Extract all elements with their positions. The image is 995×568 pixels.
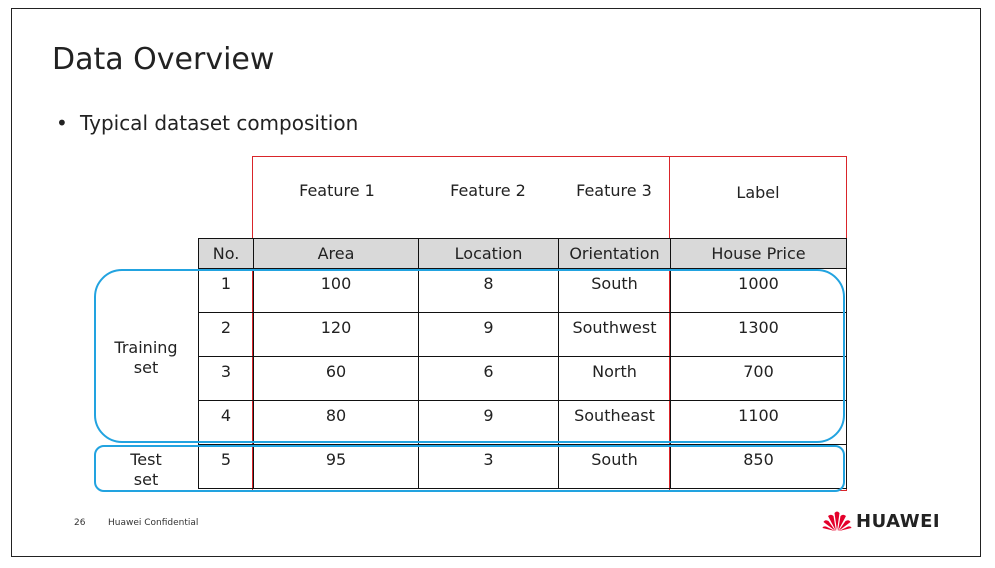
- brand-name: HUAWEI: [856, 510, 941, 532]
- table-row: 4 80 9 Southeast 1100: [198, 400, 847, 445]
- table-cell: 850: [670, 444, 847, 489]
- table-cell: 1300: [670, 312, 847, 357]
- table-cell: Southwest: [558, 312, 671, 357]
- table-cell: 80: [253, 400, 419, 445]
- footer-confidential: Huawei Confidential: [108, 518, 199, 528]
- slide-frame: [11, 8, 981, 557]
- huawei-logo: HUAWEI: [822, 510, 940, 532]
- bullet-text: Typical dataset composition: [80, 111, 359, 135]
- training-set-label: Training set: [114, 338, 178, 377]
- header-location: Location: [418, 238, 559, 269]
- feature-1-label: Feature 1: [299, 181, 375, 200]
- table-cell: 120: [253, 312, 419, 357]
- bullet-dot: •: [56, 111, 68, 135]
- huawei-flower-icon: [822, 511, 852, 531]
- header-house-price: House Price: [670, 238, 847, 269]
- table-header-row: No. Area Location Orientation House Pric…: [198, 238, 847, 269]
- table-row: 2 120 9 Southwest 1300: [198, 312, 847, 357]
- slide-title: Data Overview: [52, 42, 275, 77]
- label-header: Label: [736, 183, 780, 202]
- dataset-table: No. Area Location Orientation House Pric…: [198, 238, 847, 489]
- table-row: 1 100 8 South 1000: [198, 268, 847, 313]
- table-cell: South: [558, 268, 671, 313]
- feature-3-label: Feature 3: [576, 181, 652, 200]
- test-set-label: Test set: [130, 450, 162, 489]
- test-set-outline: [94, 445, 845, 492]
- table-cell: 5: [198, 444, 254, 489]
- table-row: 3 60 6 North 700: [198, 356, 847, 401]
- table-cell: 60: [253, 356, 419, 401]
- table-row: 5 95 3 South 850: [198, 444, 847, 489]
- header-orientation: Orientation: [558, 238, 671, 269]
- feature-2-label: Feature 2: [450, 181, 526, 200]
- header-area: Area: [253, 238, 419, 269]
- header-no: No.: [198, 238, 254, 269]
- bullet-item: • Typical dataset composition: [56, 108, 358, 138]
- page-number: 26: [74, 518, 86, 528]
- training-set-outline: [94, 269, 845, 443]
